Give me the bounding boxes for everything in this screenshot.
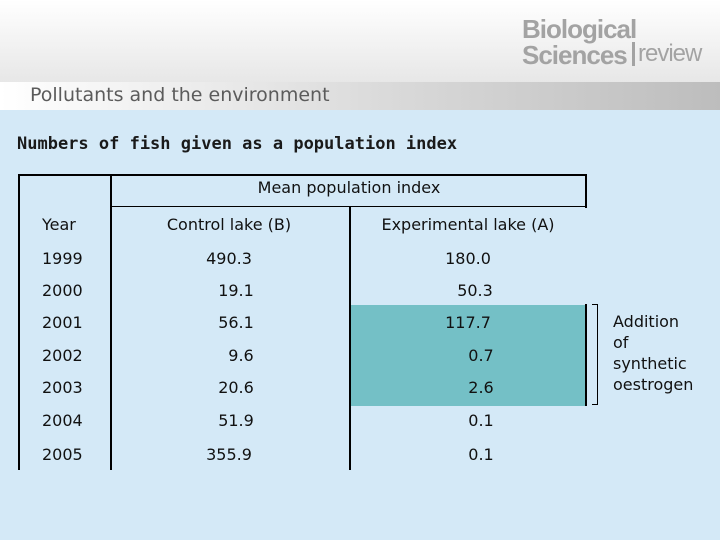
control-2005: 355.9: [206, 445, 252, 464]
control-column-divider: [349, 207, 351, 470]
column-header-control: Control lake (B): [166, 215, 292, 234]
logo-line-1: Biological: [522, 14, 637, 44]
control-2003: 20.6: [218, 378, 254, 397]
experimental-2004: 0.1: [468, 411, 494, 430]
year-column-divider: [110, 174, 112, 470]
control-2001: 56.1: [218, 313, 254, 332]
control-2000: 19.1: [218, 281, 254, 300]
annotation-line-4: oestrogen: [613, 375, 694, 394]
table-top-border: [18, 174, 586, 176]
logo-line-2: Sciences: [522, 40, 628, 70]
oestrogen-highlight: [350, 305, 586, 406]
experimental-2005: 0.1: [468, 445, 494, 464]
year-2001: 2001: [42, 313, 83, 332]
slide-subtitle: Pollutants and the environment: [30, 84, 330, 106]
highlight-right-border: [585, 304, 587, 406]
control-2002: 9.6: [228, 346, 254, 365]
header-band: [0, 0, 720, 82]
column-header-experimental: Experimental lake (A): [381, 215, 555, 234]
experimental-2002: 0.7: [468, 346, 494, 365]
annotation-line-2: of: [613, 333, 629, 352]
annotation-bracket-top: [592, 304, 598, 305]
year-2003: 2003: [42, 378, 83, 397]
table-left-border: [18, 174, 20, 470]
annotation-line-3: synthetic: [613, 354, 687, 373]
subtitle-bar: [0, 82, 720, 110]
group-header-underline: [110, 206, 586, 207]
oestrogen-annotation: Addition of synthetic oestrogen: [613, 311, 693, 395]
year-1999: 1999: [42, 249, 83, 268]
year-2002: 2002: [42, 346, 83, 365]
experimental-1999: 180.0: [445, 249, 491, 268]
table-title: Numbers of fish given as a population in…: [17, 134, 458, 154]
experimental-2000: 50.3: [457, 281, 493, 300]
group-header: Mean population index: [257, 178, 441, 197]
year-2000: 2000: [42, 281, 83, 300]
experimental-2001: 117.7: [445, 313, 491, 332]
annotation-bracket-bottom: [592, 404, 598, 405]
annotation-bracket: [597, 304, 598, 405]
logo-line-3: review: [632, 42, 702, 66]
control-2004: 51.9: [218, 411, 254, 430]
experimental-2003: 2.6: [468, 378, 494, 397]
year-2004: 2004: [42, 411, 83, 430]
column-header-year: Year: [42, 215, 76, 234]
control-1999: 490.3: [206, 249, 252, 268]
annotation-line-1: Addition: [613, 312, 680, 331]
biological-sciences-review-logo: Biological Sciences review: [522, 14, 712, 70]
table-right-border: [585, 174, 587, 208]
year-2005: 2005: [42, 445, 83, 464]
